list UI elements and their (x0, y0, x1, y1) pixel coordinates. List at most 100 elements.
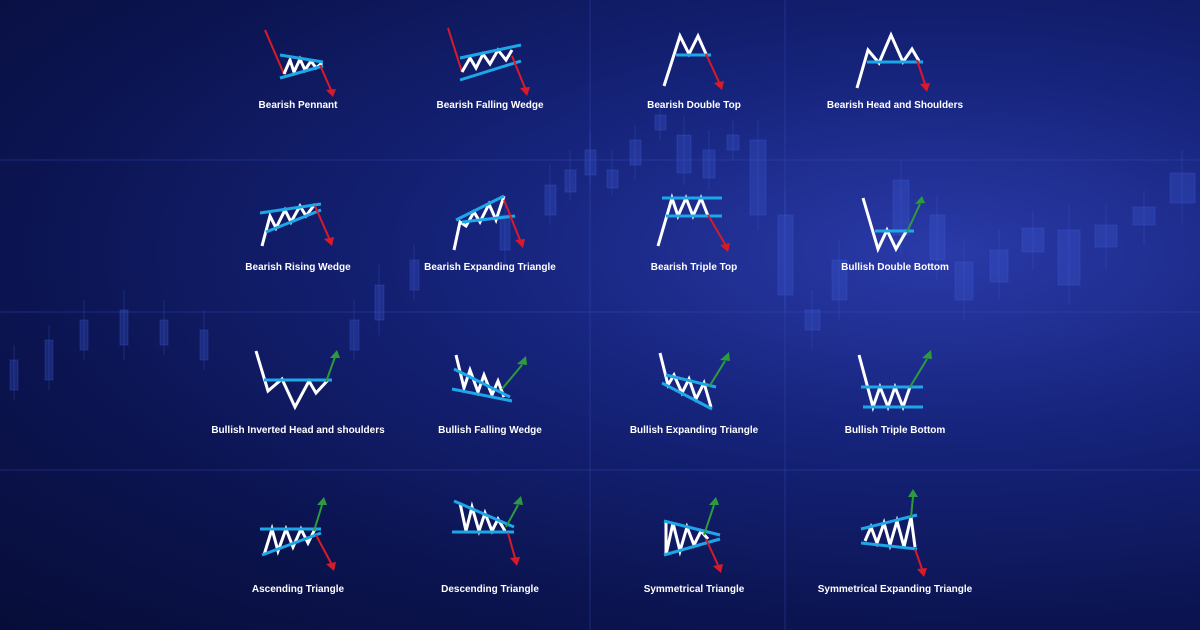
breakout-arrow-line (325, 356, 336, 383)
symmetrical-triangle-diagram (663, 497, 723, 573)
pattern-bearish-falling-wedge: Bearish Falling Wedge (390, 20, 590, 140)
bearish-arrowhead (326, 562, 336, 571)
bullish-arrowhead (513, 496, 523, 505)
lower-trendline (451, 387, 513, 403)
pattern-label: Bearish Double Top (647, 100, 741, 111)
bearish-expanding-triangle-diagram (452, 194, 525, 251)
pattern-label: Bearish Falling Wedge (436, 100, 544, 111)
breakout-arrowhead (324, 237, 334, 246)
lower-trendline (461, 214, 516, 224)
bearish-arrow-line (315, 534, 332, 564)
bullish-arrow-line (910, 496, 914, 518)
pattern-descending-triangle: Descending Triangle (390, 493, 590, 613)
bearish-arrow-line (914, 548, 923, 570)
bullish-inverted-head-and-shoulders-diagram (254, 350, 340, 411)
upper-trendline (453, 367, 511, 399)
price-line (855, 31, 921, 89)
breakout-arrowhead (720, 243, 730, 252)
pattern-bearish-expanding-triangle: Bearish Expanding Triangle (390, 182, 590, 302)
pattern-symmetrical-triangle: Symmetrical Triangle (594, 493, 794, 613)
upper-trendline (860, 513, 918, 531)
breakout-arrow-line (909, 358, 928, 388)
pattern-ascending-triangle: Ascending Triangle (198, 493, 398, 613)
pattern-label: Symmetrical Triangle (643, 584, 745, 595)
breakout-arrow-line (511, 55, 526, 89)
upper-trendline (665, 373, 717, 389)
price-line (857, 354, 912, 413)
breakout-arrow-line (916, 59, 926, 85)
lower-trendline (860, 541, 918, 551)
pattern-label: Ascending Triangle (251, 584, 345, 595)
pattern-label: Symmetrical Expanding Triangle (817, 584, 973, 595)
pattern-label: Bullish Double Bottom (841, 262, 949, 273)
prior-trend-arrow (264, 29, 285, 75)
lower-trendline (661, 381, 713, 411)
upper-trendline (455, 194, 505, 222)
upper-trendline (259, 202, 322, 215)
pattern-bullish-double-bottom: Bullish Double Bottom (795, 182, 995, 302)
pattern-bearish-rising-wedge: Bearish Rising Wedge (198, 182, 398, 302)
upper-trendline (279, 53, 324, 64)
breakout-arrowhead (520, 87, 530, 96)
bullish-arrowhead (317, 497, 327, 505)
bearish-triple-top-diagram (656, 192, 730, 252)
descending-triangle-diagram (452, 496, 523, 566)
bearish-head-and-shoulders-diagram (855, 31, 930, 92)
upper-trendline (663, 519, 721, 537)
pattern-bearish-head-and-shoulders: Bearish Head and Shoulders (795, 20, 995, 140)
breakout-arrowhead (330, 350, 340, 358)
pattern-label: Bearish Rising Wedge (245, 262, 351, 273)
pattern-label: Bullish Inverted Head and shoulders (211, 425, 385, 436)
pattern-label: Bullish Triple Bottom (844, 425, 946, 436)
bullish-arrowhead (908, 489, 918, 497)
breakout-arrowhead (915, 196, 925, 204)
breakout-arrowhead (326, 89, 336, 97)
bearish-arrow-line (705, 538, 719, 566)
pattern-label: Bearish Pennant (258, 100, 338, 111)
price-line (861, 197, 909, 254)
breakout-arrow-line (319, 64, 332, 91)
bearish-pennant-diagram (264, 29, 336, 97)
background-candles (9, 100, 1196, 400)
resistance-trendline (453, 499, 515, 529)
price-line (658, 352, 713, 408)
bullish-expanding-triangle-diagram (658, 352, 730, 411)
bullish-arrow-line (505, 504, 519, 528)
pattern-label: Bearish Triple Top (650, 262, 738, 273)
breakout-arrow-line (906, 203, 921, 233)
breakout-arrow-line (501, 364, 523, 390)
pattern-bearish-double-top: Bearish Double Top (594, 20, 794, 140)
lower-trendline (663, 537, 721, 557)
pattern-label: Bearish Head and Shoulders (826, 100, 964, 111)
breakout-arrow-line (314, 205, 330, 239)
breakout-arrow-line (503, 199, 521, 241)
price-line (452, 195, 506, 251)
bullish-arrow-line (313, 504, 323, 532)
support-trendline (261, 531, 322, 557)
price-line (262, 523, 317, 556)
pattern-bullish-expanding-triangle: Bullish Expanding Triangle (594, 345, 794, 465)
pattern-bearish-triple-top: Bearish Triple Top (594, 182, 794, 302)
price-line (460, 47, 514, 73)
price-line (662, 32, 708, 87)
upper-trendline (459, 43, 522, 60)
price-line (664, 521, 710, 557)
breakout-arrowhead (720, 352, 730, 361)
bullish-arrowhead (709, 497, 719, 505)
bullish-double-bottom-diagram (861, 196, 925, 254)
bullish-arrow-line (703, 504, 715, 536)
lower-trendline (265, 208, 322, 234)
bearish-rising-wedge-diagram (259, 202, 334, 247)
breakout-arrow-line (708, 360, 726, 388)
breakout-arrowhead (922, 350, 932, 359)
ascending-triangle-diagram (260, 497, 336, 571)
pattern-label: Bullish Falling Wedge (438, 425, 542, 436)
bearish-arrowhead (713, 564, 723, 573)
pattern-label: Bullish Expanding Triangle (629, 425, 759, 436)
pattern-bullish-falling-wedge: Bullish Falling Wedge (390, 345, 590, 465)
bullish-triple-bottom-diagram (857, 350, 932, 413)
breakout-arrowhead (515, 239, 525, 248)
price-line (260, 203, 317, 247)
